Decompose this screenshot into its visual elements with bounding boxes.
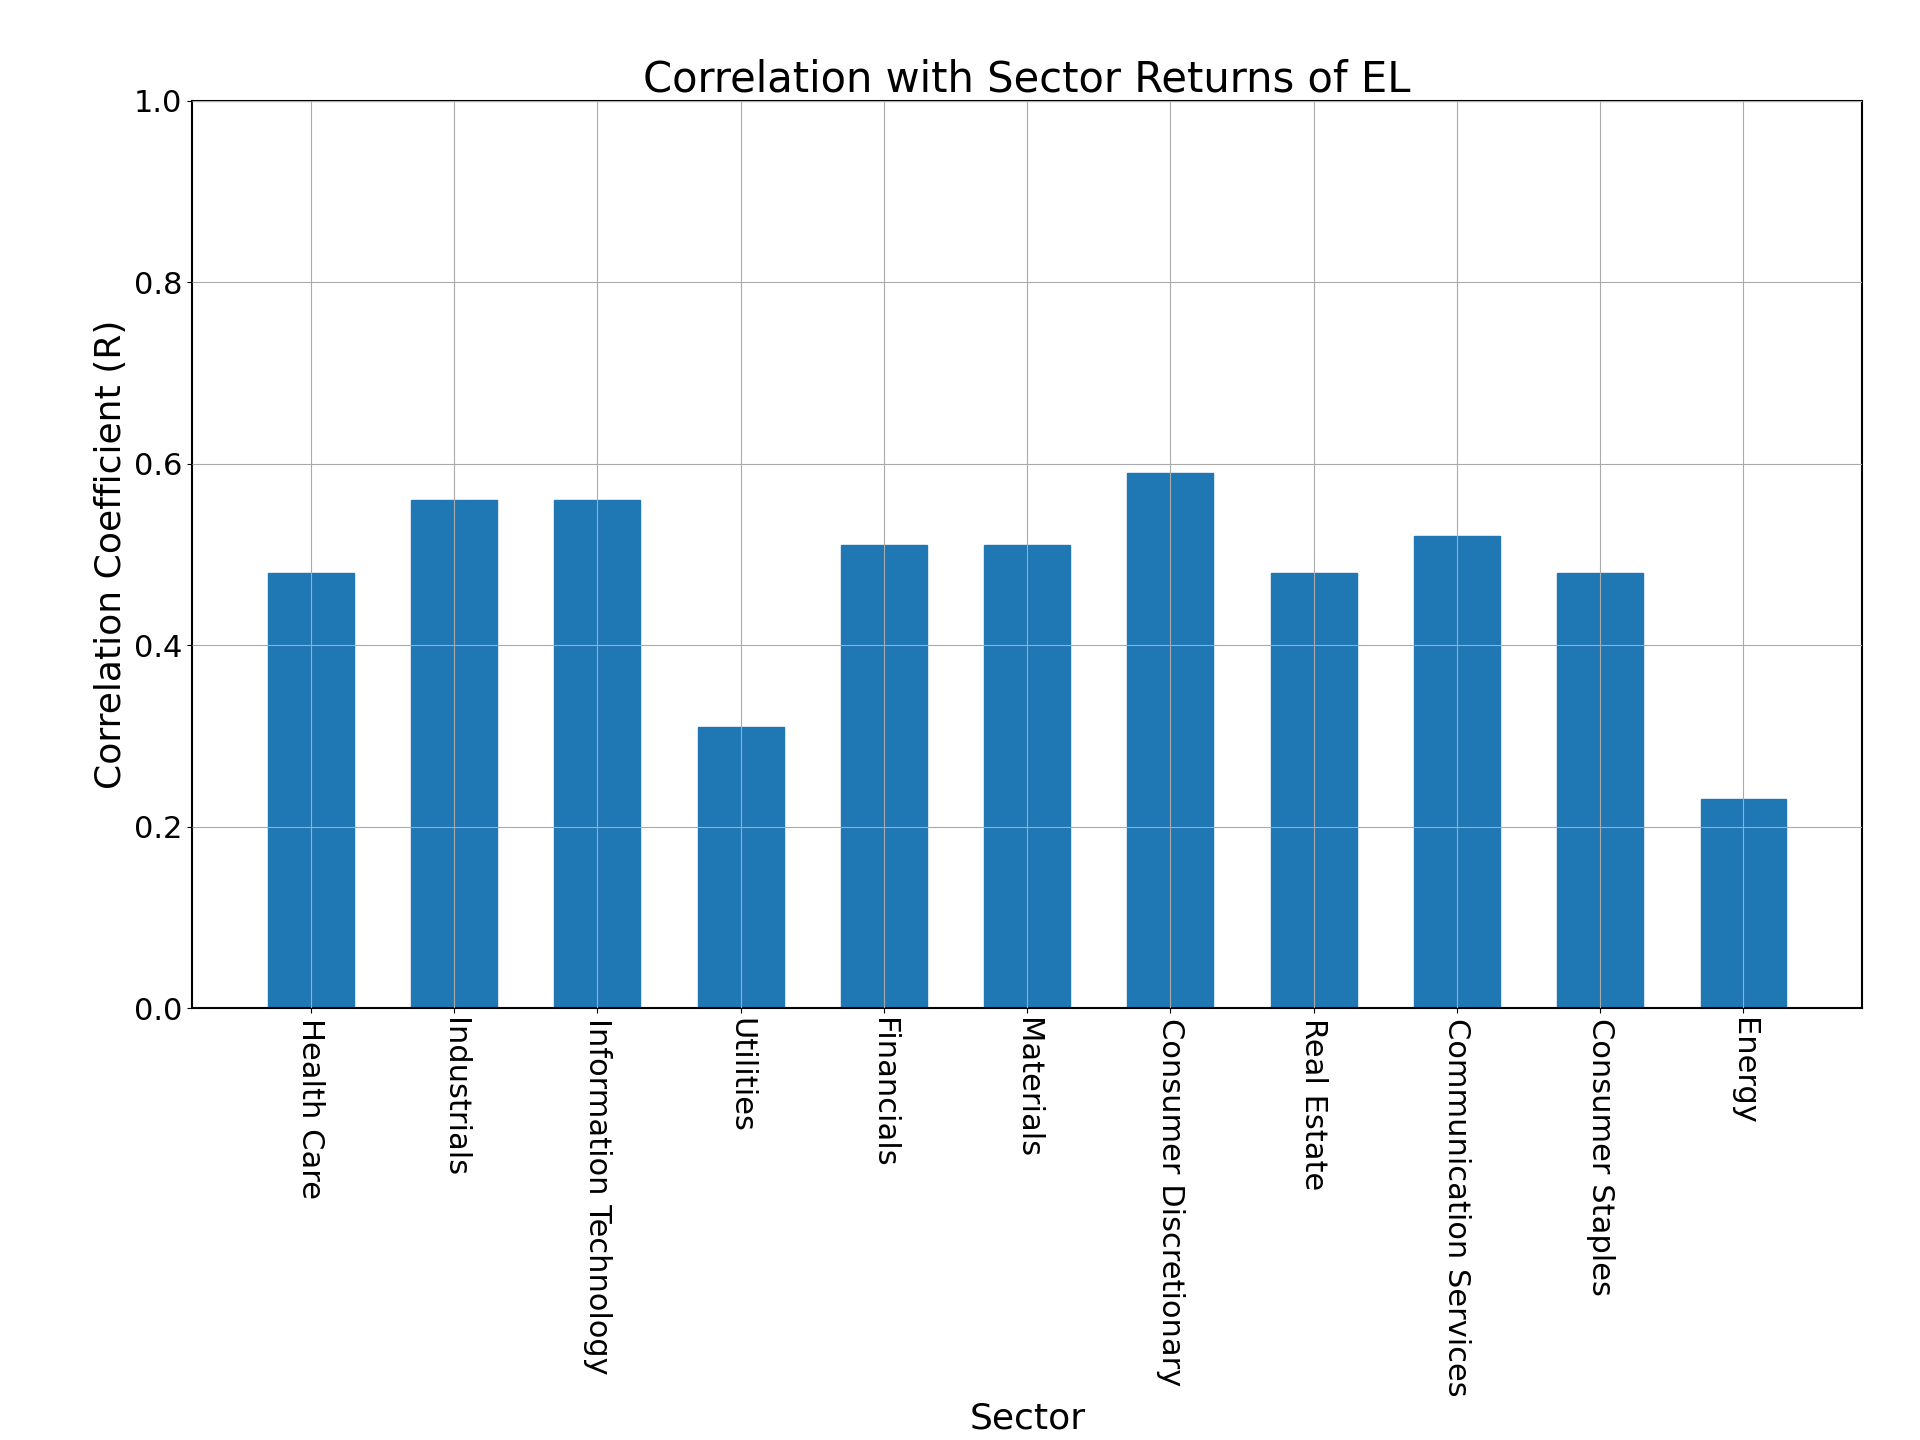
X-axis label: Sector: Sector — [970, 1403, 1085, 1436]
Bar — [697, 727, 783, 1008]
Bar — [269, 573, 353, 1008]
Bar — [985, 546, 1069, 1008]
Title: Correlation with Sector Returns of EL: Correlation with Sector Returns of EL — [643, 59, 1411, 101]
Bar — [1413, 536, 1500, 1008]
Bar — [411, 500, 497, 1008]
Y-axis label: Correlation Coefficient (R): Correlation Coefficient (R) — [94, 320, 129, 789]
Bar — [1701, 799, 1786, 1008]
Bar — [1271, 573, 1357, 1008]
Bar — [1557, 573, 1644, 1008]
Bar — [555, 500, 641, 1008]
Bar — [1127, 472, 1213, 1008]
Bar — [841, 546, 927, 1008]
